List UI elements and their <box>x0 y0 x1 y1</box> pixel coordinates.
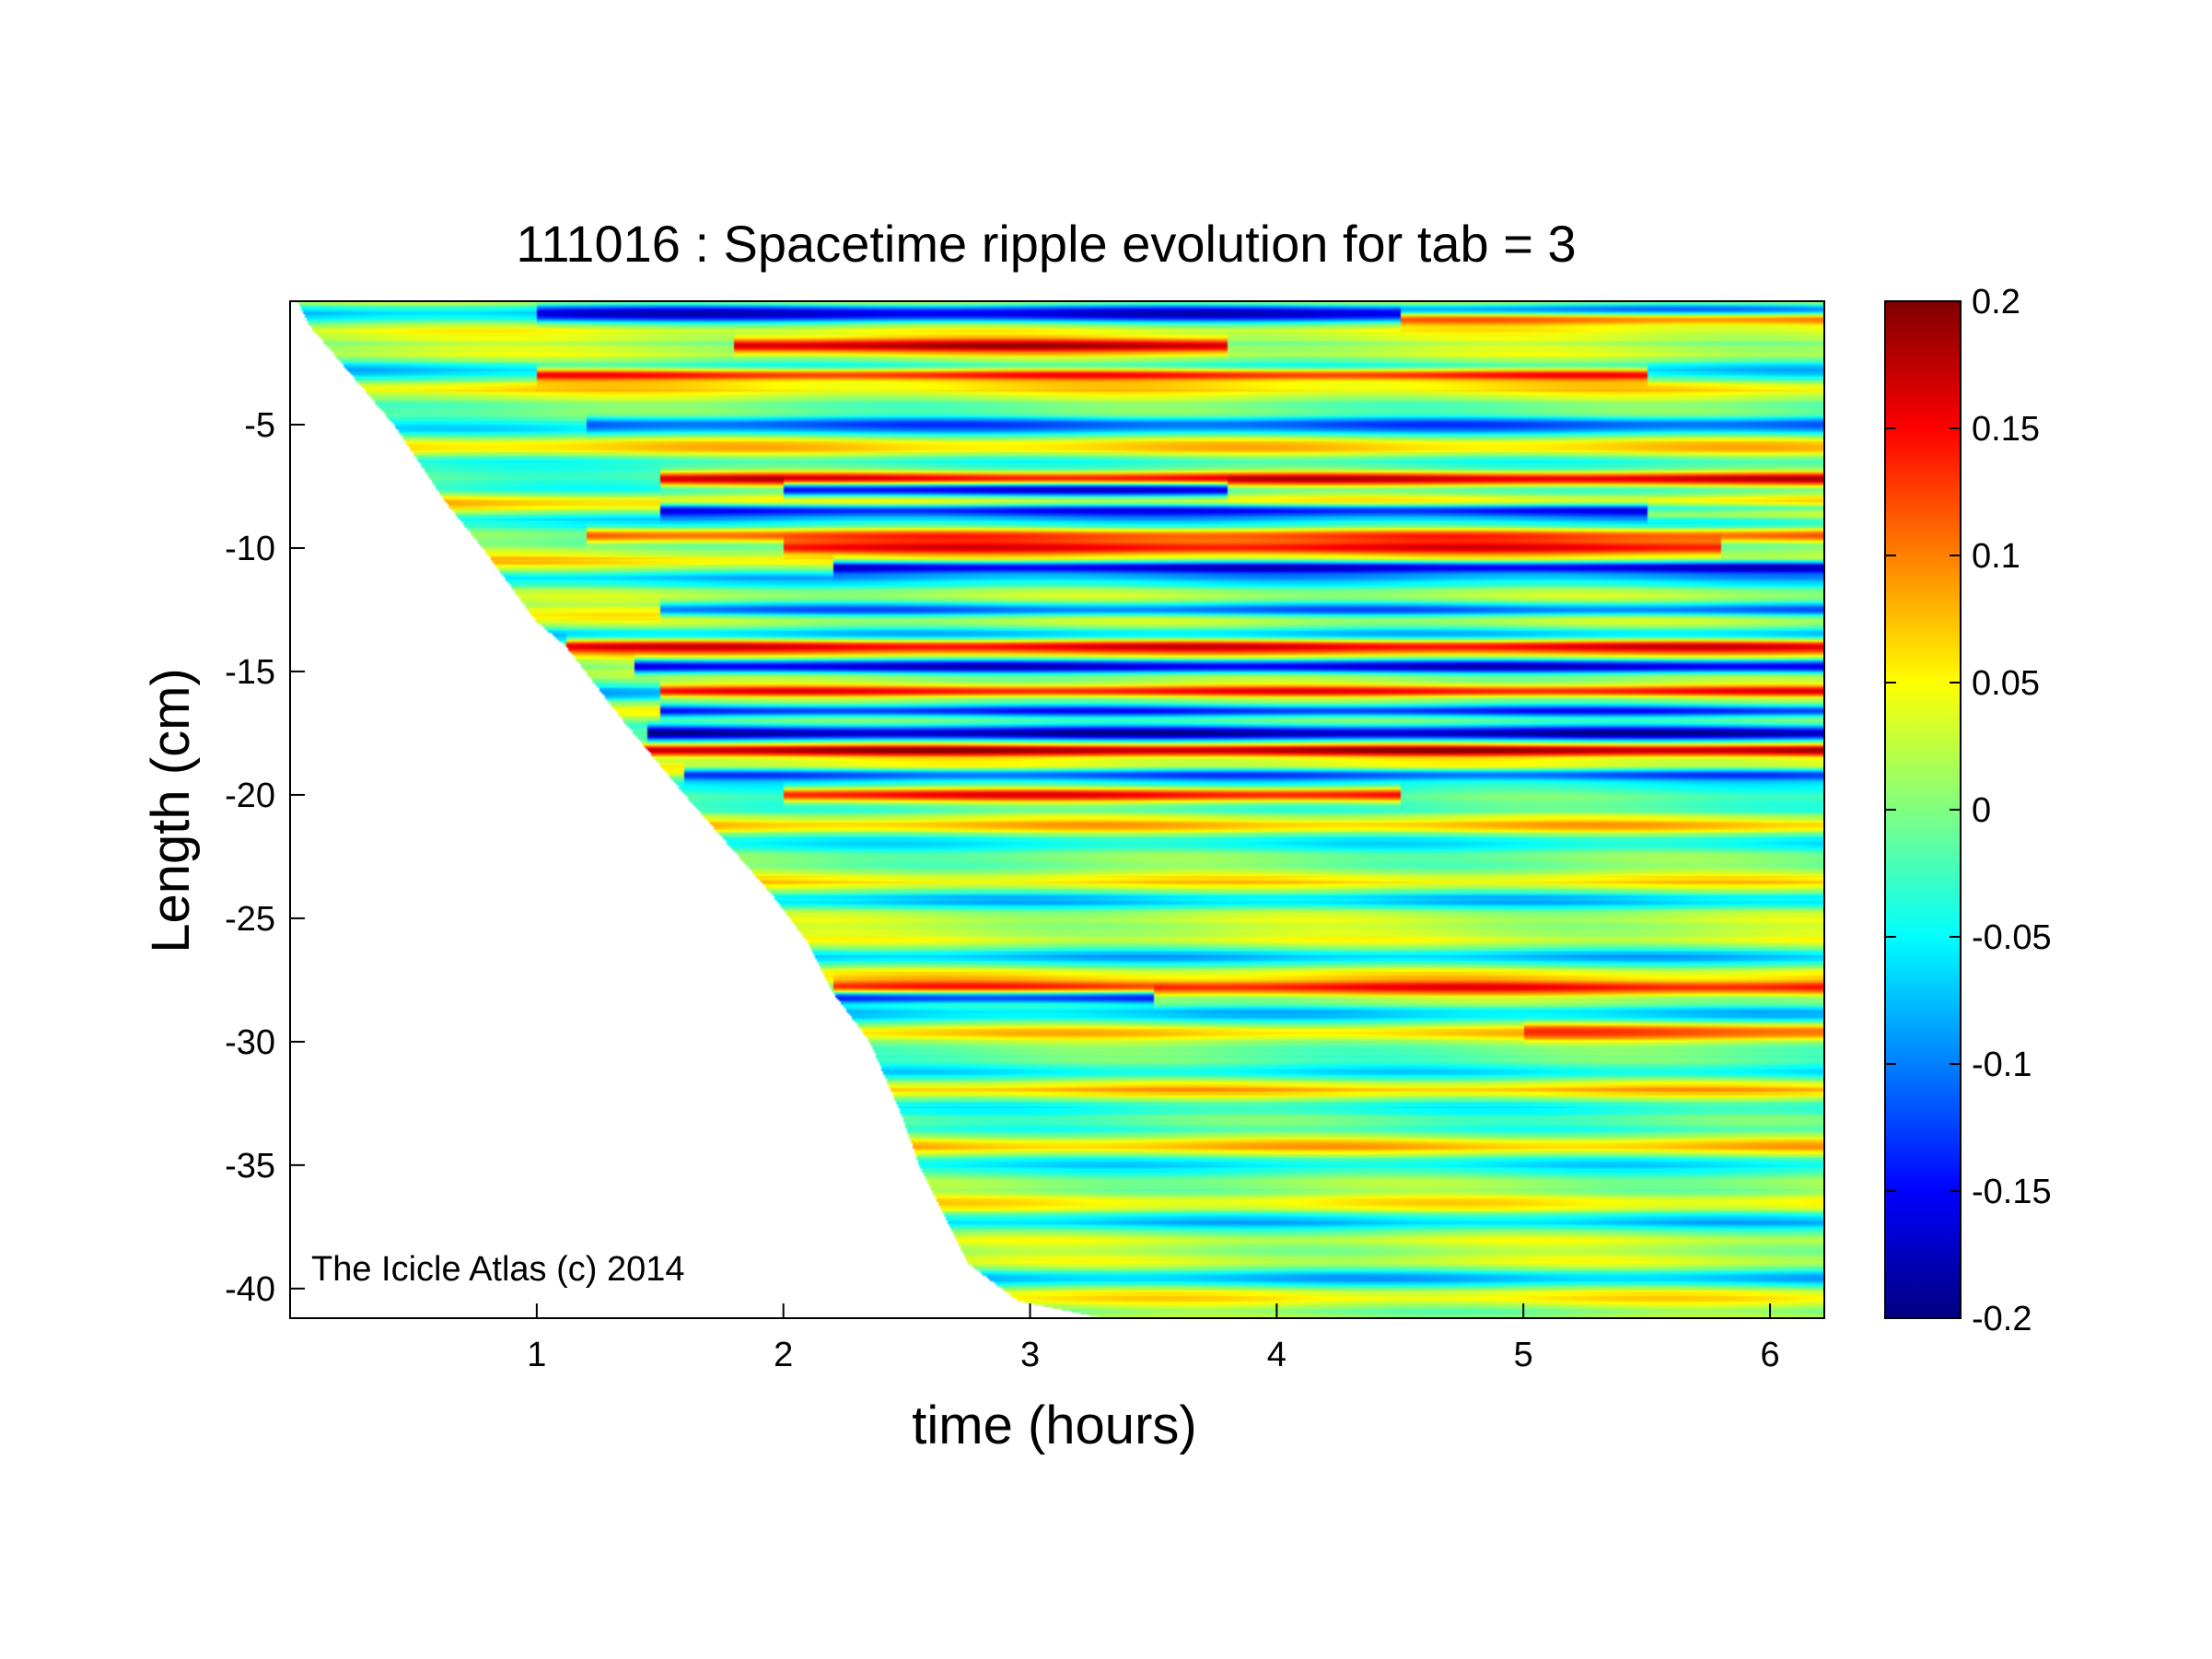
y-tick-label: -10 <box>225 530 275 568</box>
x-tick-label: 3 <box>1020 1336 1040 1374</box>
x-tick-label: 2 <box>774 1336 793 1374</box>
x-tick-label: 4 <box>1267 1336 1286 1374</box>
colorbar-tick-label: 0.1 <box>1972 537 2020 576</box>
y-axis: -5 -10 -15 -20 -25 -30 -35 -40 <box>225 406 305 1309</box>
colorbar-fill <box>1885 301 1961 1318</box>
x-axis: 1 2 3 4 5 6 <box>527 1303 1780 1374</box>
watermark-annotation: The Icicle Atlas (c) 2014 <box>311 1250 685 1289</box>
colorbar-tick-label: -0.05 <box>1972 918 2052 957</box>
colorbar-tick-label: 0 <box>1972 791 1991 830</box>
y-tick-label: -35 <box>225 1147 275 1186</box>
heatmap-image <box>290 301 1824 1318</box>
y-tick-label: -30 <box>225 1023 275 1062</box>
colorbar-tick-label: -0.15 <box>1972 1173 2052 1211</box>
colorbar-tick-label: -0.2 <box>1972 1300 2032 1338</box>
x-tick-label: 6 <box>1761 1336 1780 1374</box>
y-axis-label: Length (cm) <box>141 668 201 952</box>
colorbar: 0.2 0.15 0.1 0.05 0 -0.05 -0.1 -0.15 -0.2 <box>1884 283 2052 1338</box>
colorbar-tick-label: 0.05 <box>1972 664 2040 703</box>
colorbar-tick-label: 0.2 <box>1972 283 2020 321</box>
colorbar-tick-label: -0.1 <box>1972 1046 2032 1084</box>
colorbar-ticks: 0.2 0.15 0.1 0.05 0 -0.05 -0.1 -0.15 -0.2 <box>1885 283 2052 1338</box>
x-axis-label: time (hours) <box>912 1396 1196 1455</box>
chart-title: 111016 : Spacetime ripple evolution for … <box>516 215 1576 273</box>
y-tick-label: -5 <box>244 406 275 445</box>
x-tick-label: 1 <box>527 1336 546 1374</box>
heatmap-plot-area <box>289 300 1825 1319</box>
y-tick-label: -40 <box>225 1270 275 1309</box>
plot-frame <box>289 300 1825 1319</box>
y-tick-label: -25 <box>225 900 275 939</box>
y-tick-label: -15 <box>225 653 275 692</box>
colorbar-tick-label: 0.15 <box>1972 410 2040 449</box>
x-tick-label: 5 <box>1514 1336 1533 1374</box>
y-tick-label: -20 <box>225 777 275 815</box>
